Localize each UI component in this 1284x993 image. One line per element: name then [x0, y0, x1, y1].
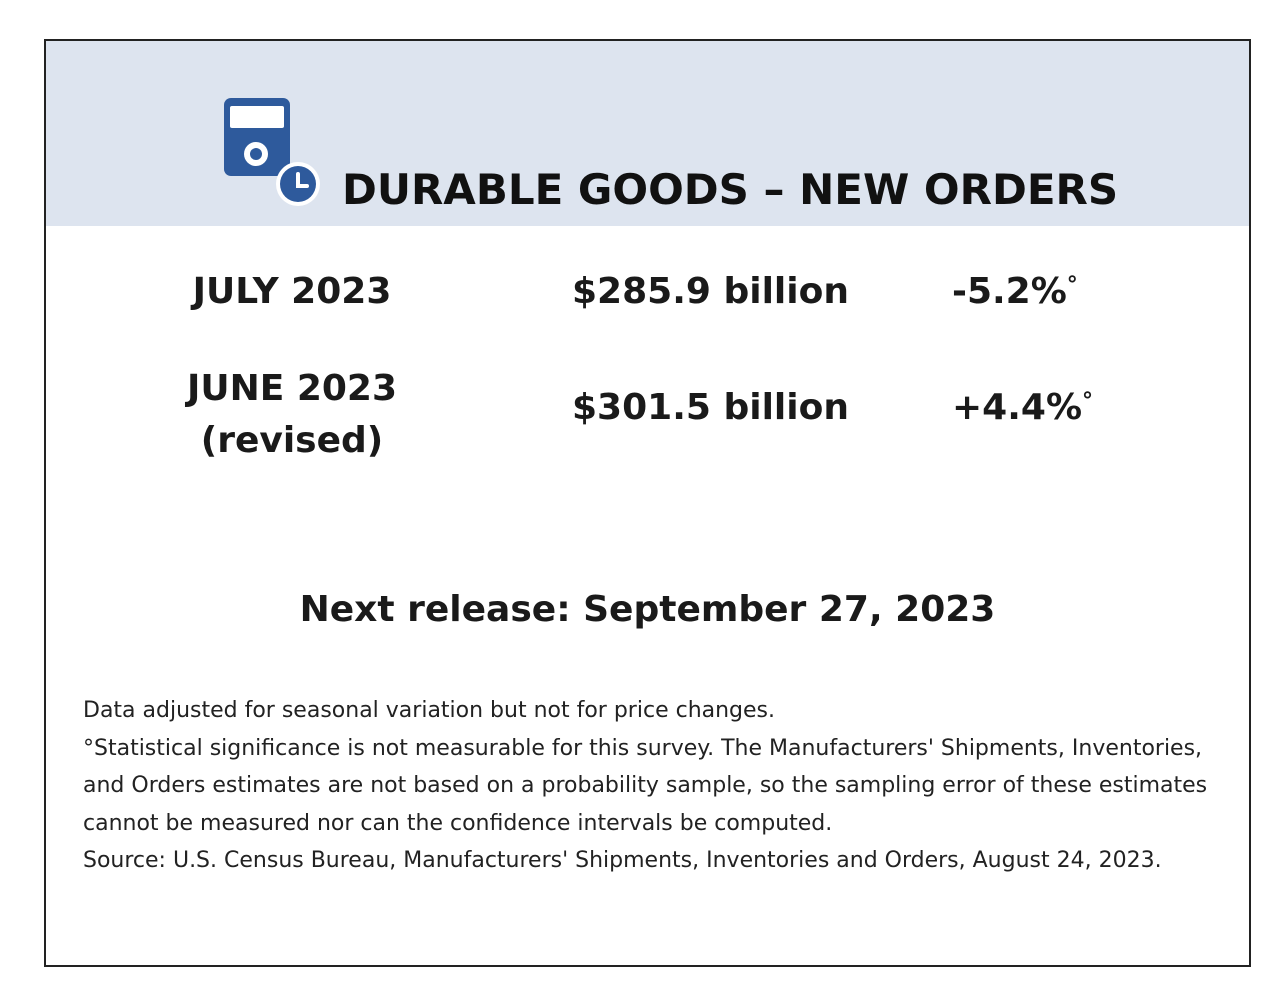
page-title: DURABLE GOODS – NEW ORDERS [342, 165, 1119, 214]
significance-marker: ° [1066, 273, 1078, 298]
footnote-significance: °Statistical significance is not measura… [83, 735, 1208, 836]
percent-change-value: -5.2% [952, 271, 1067, 312]
indicator-card: DURABLE GOODS – NEW ORDERS JULY 2023 $28… [44, 39, 1251, 967]
durable-goods-icon [224, 98, 320, 206]
percent-change: -5.2%° [952, 271, 1152, 312]
next-release-date: Next release: September 27, 2023 [299, 589, 996, 630]
footnote-seasonal: Data adjusted for seasonal variation but… [83, 698, 776, 723]
orders-value: $285.9 billion [572, 271, 849, 312]
period-label-sub: (revised) [200, 420, 384, 461]
orders-value: $301.5 billion [572, 387, 849, 428]
percent-change: +4.4%° [952, 387, 1152, 428]
period-label: JULY 2023 [192, 271, 392, 312]
title-banner: DURABLE GOODS – NEW ORDERS [46, 41, 1249, 226]
period-label-main: JUNE 2023 [186, 368, 398, 409]
significance-marker: ° [1082, 389, 1094, 414]
footnotes: Data adjusted for seasonal variation but… [83, 692, 1233, 880]
percent-change-value: +4.4% [952, 387, 1083, 428]
footnote-source: Source: U.S. Census Bureau, Manufacturer… [83, 848, 1162, 873]
period-label: JUNE 2023 (revised) [172, 363, 412, 467]
